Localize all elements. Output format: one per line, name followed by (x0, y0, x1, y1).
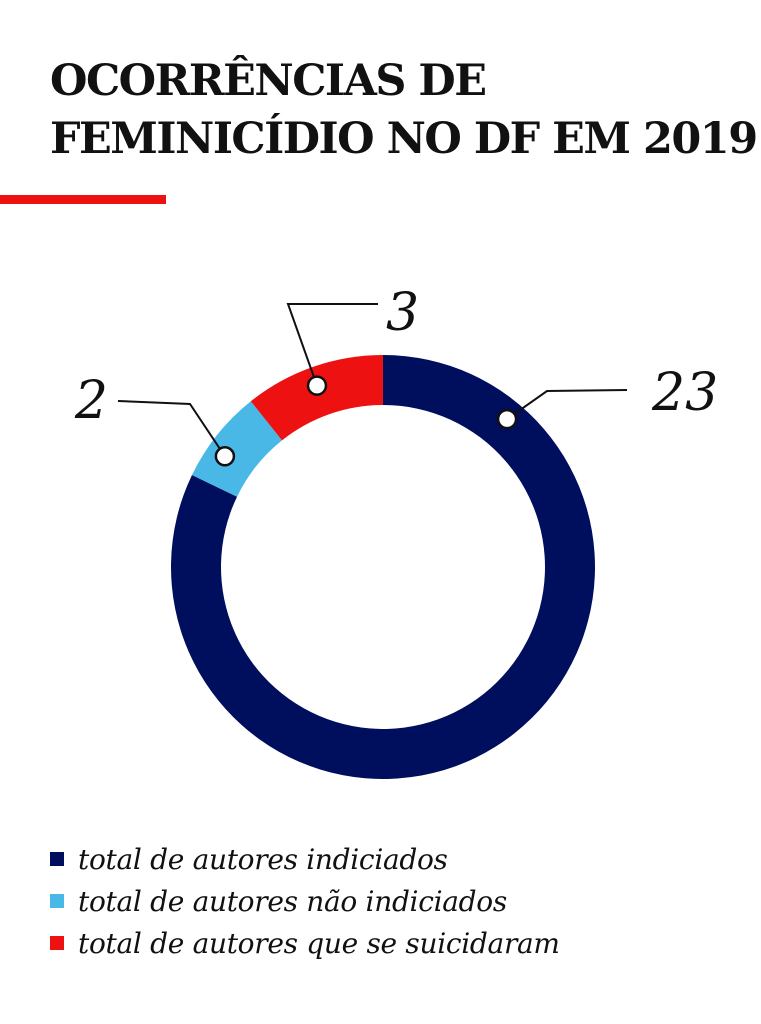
legend-label-nao-indiciados: total de autores não indiciados (78, 884, 507, 918)
leader-line-suicidaram (286, 303, 378, 386)
legend-label-suicidaram: total de autores que se suicidaram (78, 926, 560, 960)
legend-item-indiciados: total de autores indiciados (50, 838, 560, 880)
title-accent-bar (0, 195, 166, 204)
chart-title-line-2: FEMINICÍDIO NO DF EM 2019 (50, 114, 758, 164)
leader-marker-nao-indiciados (214, 446, 236, 467)
legend-swatch-nao-indiciados (50, 894, 64, 908)
leader-marker-indiciados (496, 408, 518, 430)
legend-item-suicidaram: total de autores que se suicidaram (50, 922, 560, 964)
donut-slice-suicidaram (250, 355, 383, 441)
chart-title-line-1: OCORRÊNCIAS DE (50, 56, 487, 106)
data-label-indiciados: 23 (651, 363, 718, 423)
data-label-nao-indiciados: 2 (74, 371, 108, 431)
legend-swatch-suicidaram (50, 936, 64, 950)
legend-label-indiciados: total de autores indiciados (78, 842, 448, 876)
donut-slice-nao-indiciados (191, 401, 282, 497)
data-label-suicidaram: 3 (386, 283, 419, 343)
chart-title: OCORRÊNCIAS DE FEMINICÍDIO NO DF EM 2019 (50, 52, 758, 168)
legend-item-nao-indiciados: total de autores não indiciados (50, 880, 560, 922)
chart-legend: total de autores indiciados total de aut… (50, 838, 560, 964)
legend-swatch-indiciados (50, 852, 64, 866)
leader-line-indiciados (506, 389, 628, 420)
leader-line-nao-indiciados (117, 400, 226, 457)
leader-marker-suicidaram (306, 375, 328, 396)
